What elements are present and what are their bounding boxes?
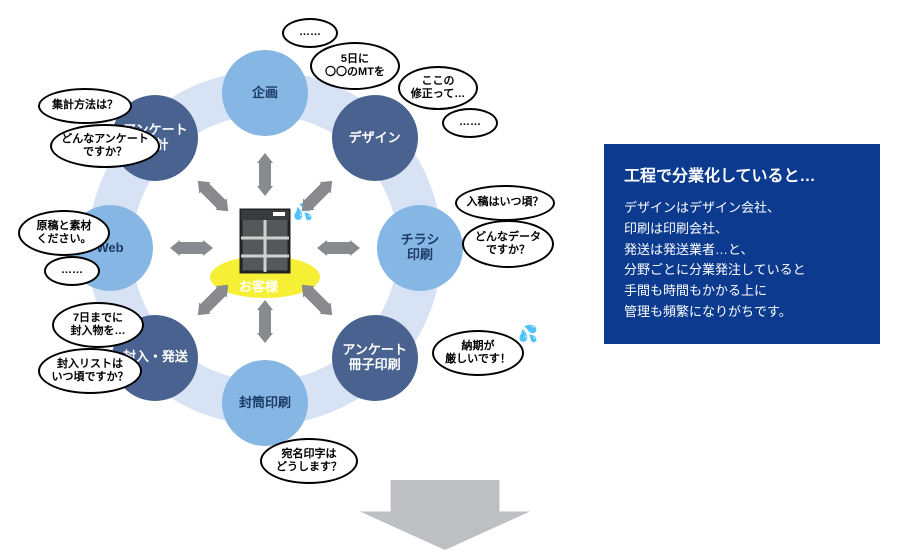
speech-bubble: 原稿と素材ください。 <box>18 210 110 256</box>
node-envelope: 封筒印刷 <box>222 360 308 446</box>
speech-bubble: 封入リストはいつ頃ですか？ <box>38 348 142 394</box>
speech-bubble: 入稿はいつ頃？ <box>455 185 555 221</box>
speech-bubble: ここの修正って… <box>398 66 478 110</box>
sweat-icon: 💦 <box>518 324 538 344</box>
speech-bubble: 7日までに封入物を… <box>52 302 144 348</box>
down-arrow-icon <box>360 480 530 550</box>
diagram-stage: お客様 💦 企画デザインチラシ印刷アンケート冊子印刷封筒印刷封入・発送Webアン… <box>0 0 510 500</box>
speech-bubble: …… <box>44 256 100 286</box>
node-booklet: アンケート冊子印刷 <box>332 315 418 401</box>
node-flyer: チラシ印刷 <box>377 205 463 291</box>
node-design: デザイン <box>332 95 418 181</box>
node-plan: 企画 <box>222 50 308 136</box>
panel-title: 工程で分業化していると… <box>624 162 860 186</box>
speech-bubble: 納期が厳しいです！ <box>432 330 524 376</box>
speech-bubble: 5日に〇〇のMTを <box>310 42 400 90</box>
speech-bubble: どんなデータですか？ <box>462 220 554 268</box>
speech-bubble: …… <box>282 18 338 48</box>
speech-bubble: 宛名印字はどうします？ <box>260 438 358 484</box>
speech-bubble: どんなアンケートですか？ <box>50 124 160 168</box>
speech-bubble: …… <box>442 108 498 138</box>
speech-bubble: 集計方法は？ <box>38 88 132 124</box>
panel-body: デザインはデザイン会社、印刷は印刷会社、発送は発送業者…と、分野ごとに分業発注し… <box>624 198 860 323</box>
explainer-panel: 工程で分業化していると… デザインはデザイン会社、印刷は印刷会社、発送は発送業者… <box>604 144 880 344</box>
